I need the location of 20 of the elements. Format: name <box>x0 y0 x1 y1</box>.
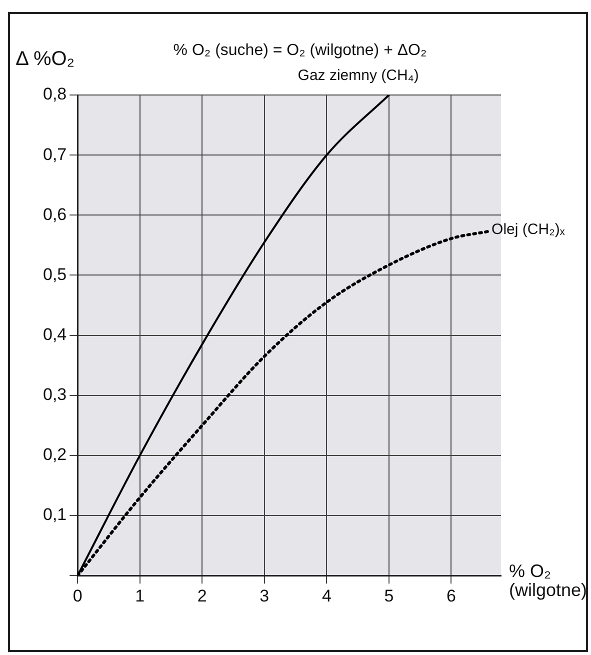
x-axis-title: % O₂ (wilgotne) <box>509 560 588 600</box>
y-axis-title: Δ %O₂ <box>16 48 75 71</box>
y-tick-label: 0,6 <box>42 204 67 224</box>
x-tick-label: 3 <box>260 586 270 606</box>
y-tick-label: 0,5 <box>42 264 67 284</box>
chart-title: % O₂ (suche) = O₂ (wilgotne) + ΔO₂ <box>173 42 427 60</box>
x-tick-label: 0 <box>72 586 82 606</box>
y-tick-label: 0,8 <box>42 84 67 104</box>
x-tick-label: 2 <box>197 586 207 606</box>
y-tick-label: 0,4 <box>42 324 67 344</box>
x-tick-label: 5 <box>384 586 394 606</box>
x-tick-label: 6 <box>446 586 456 606</box>
y-tick-label: 0,2 <box>42 445 67 464</box>
text: Gaz ziemny (CH₄) <box>298 67 419 84</box>
series-label: Olej (CH₂)ₓ <box>492 221 565 238</box>
y-tick-label: 0,1 <box>42 505 67 524</box>
y-tick-label: 0,3 <box>42 385 67 404</box>
x-tick-label: 4 <box>322 586 332 606</box>
y-tick-label: 0,7 <box>42 144 67 164</box>
x-tick-label: 1 <box>135 586 145 606</box>
